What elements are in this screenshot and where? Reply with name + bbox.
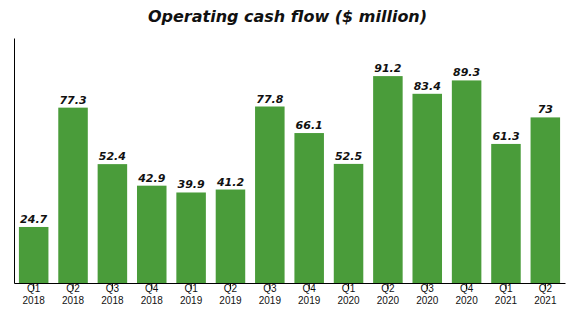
x-tick-label-line: Q1	[184, 283, 198, 294]
x-tick-label-line: 2020	[416, 295, 439, 306]
x-tick-label-line: Q4	[303, 283, 317, 294]
x-tick: Q42018	[141, 283, 164, 306]
data-label: 73	[538, 103, 554, 116]
x-tick: Q22018	[62, 283, 85, 306]
bar	[19, 227, 49, 283]
x-tick-label-line: 2019	[298, 295, 321, 306]
x-tick-label: Q12018	[23, 283, 46, 306]
x-tick: Q42020	[455, 283, 478, 306]
x-tick-label-line: Q2	[381, 283, 395, 294]
x-tick-label: Q32018	[101, 283, 124, 306]
x-tick-label: Q22021	[534, 283, 557, 306]
x-tick-label: Q12021	[495, 283, 518, 306]
x-tick: Q22021	[534, 283, 557, 306]
x-tick-label-line: 2020	[377, 295, 400, 306]
x-tick-label-line: 2021	[534, 295, 557, 306]
x-tick-label-line: Q1	[342, 283, 356, 294]
x-tick-label: Q42019	[298, 283, 321, 306]
data-labels: 24.7 77.3 52.4 42.9 39.9 41.2 77.8 66.1 52.5 91.2…	[20, 62, 553, 226]
x-tick: Q22019	[219, 283, 242, 306]
x-tick-label-line: Q3	[263, 283, 277, 294]
x-tick: Q12018	[23, 283, 46, 306]
x-tick-label-line: Q3	[106, 283, 120, 294]
data-label: 41.2	[216, 176, 244, 189]
x-tick-label: Q42020	[455, 283, 478, 306]
data-label: 89.3	[453, 66, 480, 79]
x-tick-label-line: 2019	[180, 295, 203, 306]
x-tick-label-line: 2018	[141, 295, 164, 306]
x-tick: Q32018	[101, 283, 124, 306]
data-label: 61.3	[492, 130, 519, 143]
plot: 24.7 77.3 52.4 42.9 39.9 41.2 77.8 66.1 52.5 91.2…	[15, 39, 566, 306]
data-label: 77.8	[256, 93, 283, 106]
data-label: 83.4	[414, 80, 441, 93]
x-tick-label-line: Q2	[539, 283, 553, 294]
x-tick-label-line: Q4	[145, 283, 159, 294]
x-tick-label-line: Q2	[224, 283, 238, 294]
bar	[216, 190, 246, 283]
data-label: 42.9	[137, 172, 165, 185]
x-tick: Q42019	[298, 283, 321, 306]
data-label: 77.3	[59, 94, 86, 107]
x-tick: Q22020	[377, 283, 400, 306]
bar	[334, 164, 364, 283]
bar	[373, 76, 403, 283]
x-tick: Q32020	[416, 283, 439, 306]
x-tick-label-line: Q1	[27, 283, 41, 294]
x-tick-label: Q32019	[259, 283, 282, 306]
bar	[412, 94, 442, 283]
x-axis: Q12018Q22018Q32018Q42018Q12019Q22019Q320…	[15, 283, 566, 306]
bar	[98, 164, 128, 283]
data-label: 24.7	[20, 213, 47, 226]
x-tick-label-line: 2020	[455, 295, 478, 306]
x-tick-label-line: 2020	[337, 295, 360, 306]
x-tick-label: Q22019	[219, 283, 242, 306]
bar	[176, 192, 206, 283]
x-tick-label: Q12019	[180, 283, 203, 306]
x-tick: Q12020	[337, 283, 360, 306]
x-tick-label-line: 2019	[259, 295, 282, 306]
x-tick: Q12021	[495, 283, 518, 306]
bar	[531, 117, 561, 283]
bar	[137, 186, 167, 283]
data-label: 52.5	[335, 150, 362, 163]
x-tick-label-line: Q2	[66, 283, 80, 294]
bar	[294, 133, 324, 283]
bar	[452, 80, 482, 283]
x-tick: Q32019	[259, 283, 282, 306]
x-tick-label-line: 2018	[101, 295, 124, 306]
x-tick: Q12019	[180, 283, 203, 306]
bar	[491, 144, 521, 283]
x-tick-label-line: Q4	[460, 283, 474, 294]
chart: 24.7 77.3 52.4 42.9 39.9 41.2 77.8 66.1 52.5 91.2…	[0, 0, 575, 321]
data-label: 52.4	[99, 150, 126, 163]
bar	[255, 107, 285, 283]
x-tick-label: Q12020	[337, 283, 360, 306]
x-tick-label-line: 2018	[62, 295, 85, 306]
y-axis-line	[14, 39, 15, 284]
title: Operating cash flow ($ million)	[148, 7, 427, 26]
x-tick-label-line: 2021	[495, 295, 518, 306]
x-tick-label-line: 2019	[219, 295, 242, 306]
data-label: 66.1	[296, 119, 323, 132]
y-axis	[14, 39, 15, 284]
bar	[58, 108, 88, 283]
bars	[19, 76, 560, 283]
x-axis-line	[15, 283, 566, 284]
x-tick-label-line: 2018	[23, 295, 46, 306]
x-tick-label: Q22018	[62, 283, 85, 306]
x-tick-label: Q22020	[377, 283, 400, 306]
x-tick-label: Q42018	[141, 283, 164, 306]
data-label: 39.9	[178, 178, 205, 191]
x-tick-label-line: Q3	[421, 283, 435, 294]
x-tick-label: Q32020	[416, 283, 439, 306]
data-label: 91.2	[374, 62, 401, 75]
x-tick-label-line: Q1	[499, 283, 513, 294]
